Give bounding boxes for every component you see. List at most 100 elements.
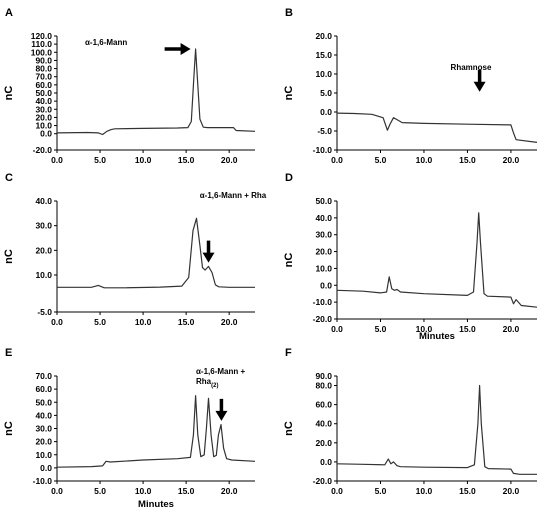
y-tick-label: 40.0 [315, 419, 332, 429]
y-tick-label: 0.0 [40, 129, 52, 139]
y-tick-label: 10.0 [315, 263, 332, 273]
y-tick-label: 20.0 [315, 438, 332, 448]
y-axis-label: nC [283, 86, 295, 101]
y-tick-label: 10.0 [35, 121, 52, 131]
y-tick-label: 0.0 [320, 457, 332, 467]
y-tick-label: -20.0 [313, 314, 333, 324]
x-tick-label: 15.0 [178, 317, 195, 327]
x-tick-label: 15.0 [459, 324, 476, 334]
x-tick-label: 5.0 [94, 317, 106, 327]
x-tick-label: 0.0 [51, 155, 63, 165]
x-tick-label: 15.0 [178, 155, 195, 165]
peak-annotation: α-1,6-Mann + [196, 367, 245, 376]
arrow-head-icon [473, 81, 486, 92]
chart-panel-a: AnC-20.00.010.020.030.040.050.060.070.08… [3, 7, 256, 165]
y-tick-label: 90.0 [35, 55, 52, 65]
chart-panel-d: DnC -20.0 -10.0 0.0 10.0 20.0 30.0 40.0 50.0 0.0 5… [283, 172, 538, 342]
y-tick-label: 40.0 [35, 196, 52, 206]
peak-annotation: α-1,6-Mann + Rha [200, 191, 267, 200]
y-tick-label: -10.0 [313, 297, 333, 307]
x-tick-label: 0.0 [51, 317, 63, 327]
x-tick-label: 20.0 [503, 486, 520, 496]
x-tick-label: 5.0 [375, 324, 387, 334]
x-tick-label: 20.0 [221, 317, 238, 327]
x-tick-label: 15.0 [459, 486, 476, 496]
y-axis-label: nC [283, 253, 295, 268]
y-tick-label: 60.0 [315, 400, 332, 410]
y-tick-label: 20.0 [315, 247, 332, 257]
y-tick-label: 80.0 [35, 64, 52, 74]
chromatogram-trace [56, 395, 256, 468]
peak-annotation: α-1,6-Mann [85, 38, 127, 47]
x-tick-label: 0.0 [331, 155, 343, 165]
x-tick-label: 20.0 [221, 486, 238, 496]
x-tick-label: 20.0 [503, 324, 520, 334]
y-tick-label: 20.0 [35, 112, 52, 122]
y-axis-label: nC [283, 421, 295, 436]
y-axis-label: nC [3, 421, 15, 436]
chromatogram-trace [336, 384, 537, 475]
y-tick-label: 5.0 [320, 88, 332, 98]
chart-panel-e: EnC-10.00.010.020.030.040.050.060.070.00… [3, 347, 256, 510]
panel-label: C [5, 172, 13, 184]
y-axis-label: nC [3, 249, 15, 264]
y-tick-label: 10.0 [35, 450, 52, 460]
y-tick-label: 110.0 [31, 39, 52, 49]
y-tick-label: 120.0 [31, 31, 53, 41]
x-tick-label: 10.0 [416, 324, 433, 334]
x-tick-label: 10.0 [416, 486, 433, 496]
x-tick-label: 0.0 [331, 486, 343, 496]
y-tick-label: 100.0 [31, 47, 53, 57]
y-tick-label: 30.0 [35, 424, 52, 434]
y-tick-label: 10.0 [35, 270, 52, 280]
y-tick-label: -5.0 [37, 307, 52, 317]
panel-label: E [5, 347, 12, 359]
y-tick-label: 60.0 [35, 384, 52, 394]
y-tick-label: 40.0 [35, 96, 52, 106]
y-tick-label: -10.0 [33, 476, 53, 486]
x-tick-label: 5.0 [375, 155, 387, 165]
chart-panel-f: FnC-20.00.020.040.060.080.090.00.0 5.0 10.… [283, 347, 537, 496]
x-tick-label: 0.0 [331, 324, 343, 334]
y-tick-label: 90.0 [315, 371, 332, 381]
y-tick-label: 20.0 [35, 437, 52, 447]
x-tick-label: 15.0 [459, 155, 476, 165]
y-tick-label: 30.0 [35, 104, 52, 114]
arrow-head-icon [180, 43, 191, 56]
chromatogram-trace [56, 48, 256, 136]
peak-annotation-sub: Rha(2) [196, 377, 218, 389]
x-tick-label: 20.0 [221, 155, 238, 165]
y-tick-label: 30.0 [35, 221, 52, 231]
panel-label: D [285, 172, 293, 184]
y-tick-label: 70.0 [35, 72, 52, 82]
chromatogram-trace [336, 212, 538, 308]
y-tick-label: 40.0 [315, 213, 332, 223]
x-tick-label: 10.0 [416, 155, 433, 165]
y-axis-label: nC [3, 86, 15, 101]
y-tick-label: 0.0 [320, 107, 332, 117]
y-tick-label: 60.0 [35, 80, 52, 90]
x-axis-label: Minutes [419, 331, 455, 342]
chromatogram-trace [57, 217, 255, 289]
x-tick-label: 20.0 [503, 155, 520, 165]
arrow-head-icon [202, 252, 215, 263]
x-tick-label: 5.0 [94, 155, 106, 165]
x-axis-label: Minutes [138, 499, 174, 510]
x-tick-label: 5.0 [94, 486, 106, 496]
y-tick-label: -10.0 [313, 145, 333, 155]
panel-label: F [285, 347, 292, 359]
y-tick-label: -5.0 [317, 126, 332, 136]
x-tick-label: 5.0 [375, 486, 387, 496]
y-tick-label: 10.0 [315, 69, 332, 79]
y-tick-label: 15.0 [315, 50, 332, 60]
y-tick-label: -20.0 [33, 145, 53, 155]
y-tick-label: 40.0 [35, 410, 52, 420]
y-tick-label: -20.0 [313, 476, 333, 486]
y-tick-label: 50.0 [35, 397, 52, 407]
chart-panel-c: CnC -5.0 10.0 20.0 30.0 40.0 0.0 5.0 10.0 15.0 20.… [3, 172, 267, 327]
y-tick-label: 50.0 [315, 196, 332, 206]
x-tick-label: 10.0 [135, 486, 152, 496]
x-tick-label: 10.0 [135, 317, 152, 327]
x-tick-label: 15.0 [178, 486, 195, 496]
